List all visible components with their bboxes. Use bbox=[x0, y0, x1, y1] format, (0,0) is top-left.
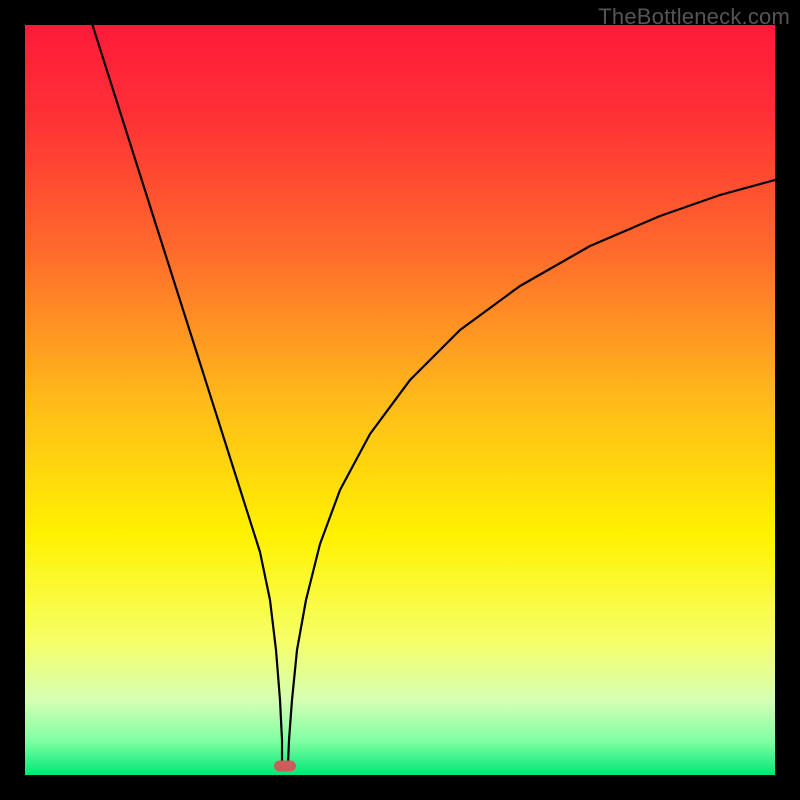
bottleneck-chart bbox=[0, 0, 800, 800]
gradient-background bbox=[25, 25, 775, 775]
chart-frame: TheBottleneck.com bbox=[0, 0, 800, 800]
watermark-text: TheBottleneck.com bbox=[598, 4, 790, 30]
optimal-point-marker bbox=[274, 761, 296, 772]
